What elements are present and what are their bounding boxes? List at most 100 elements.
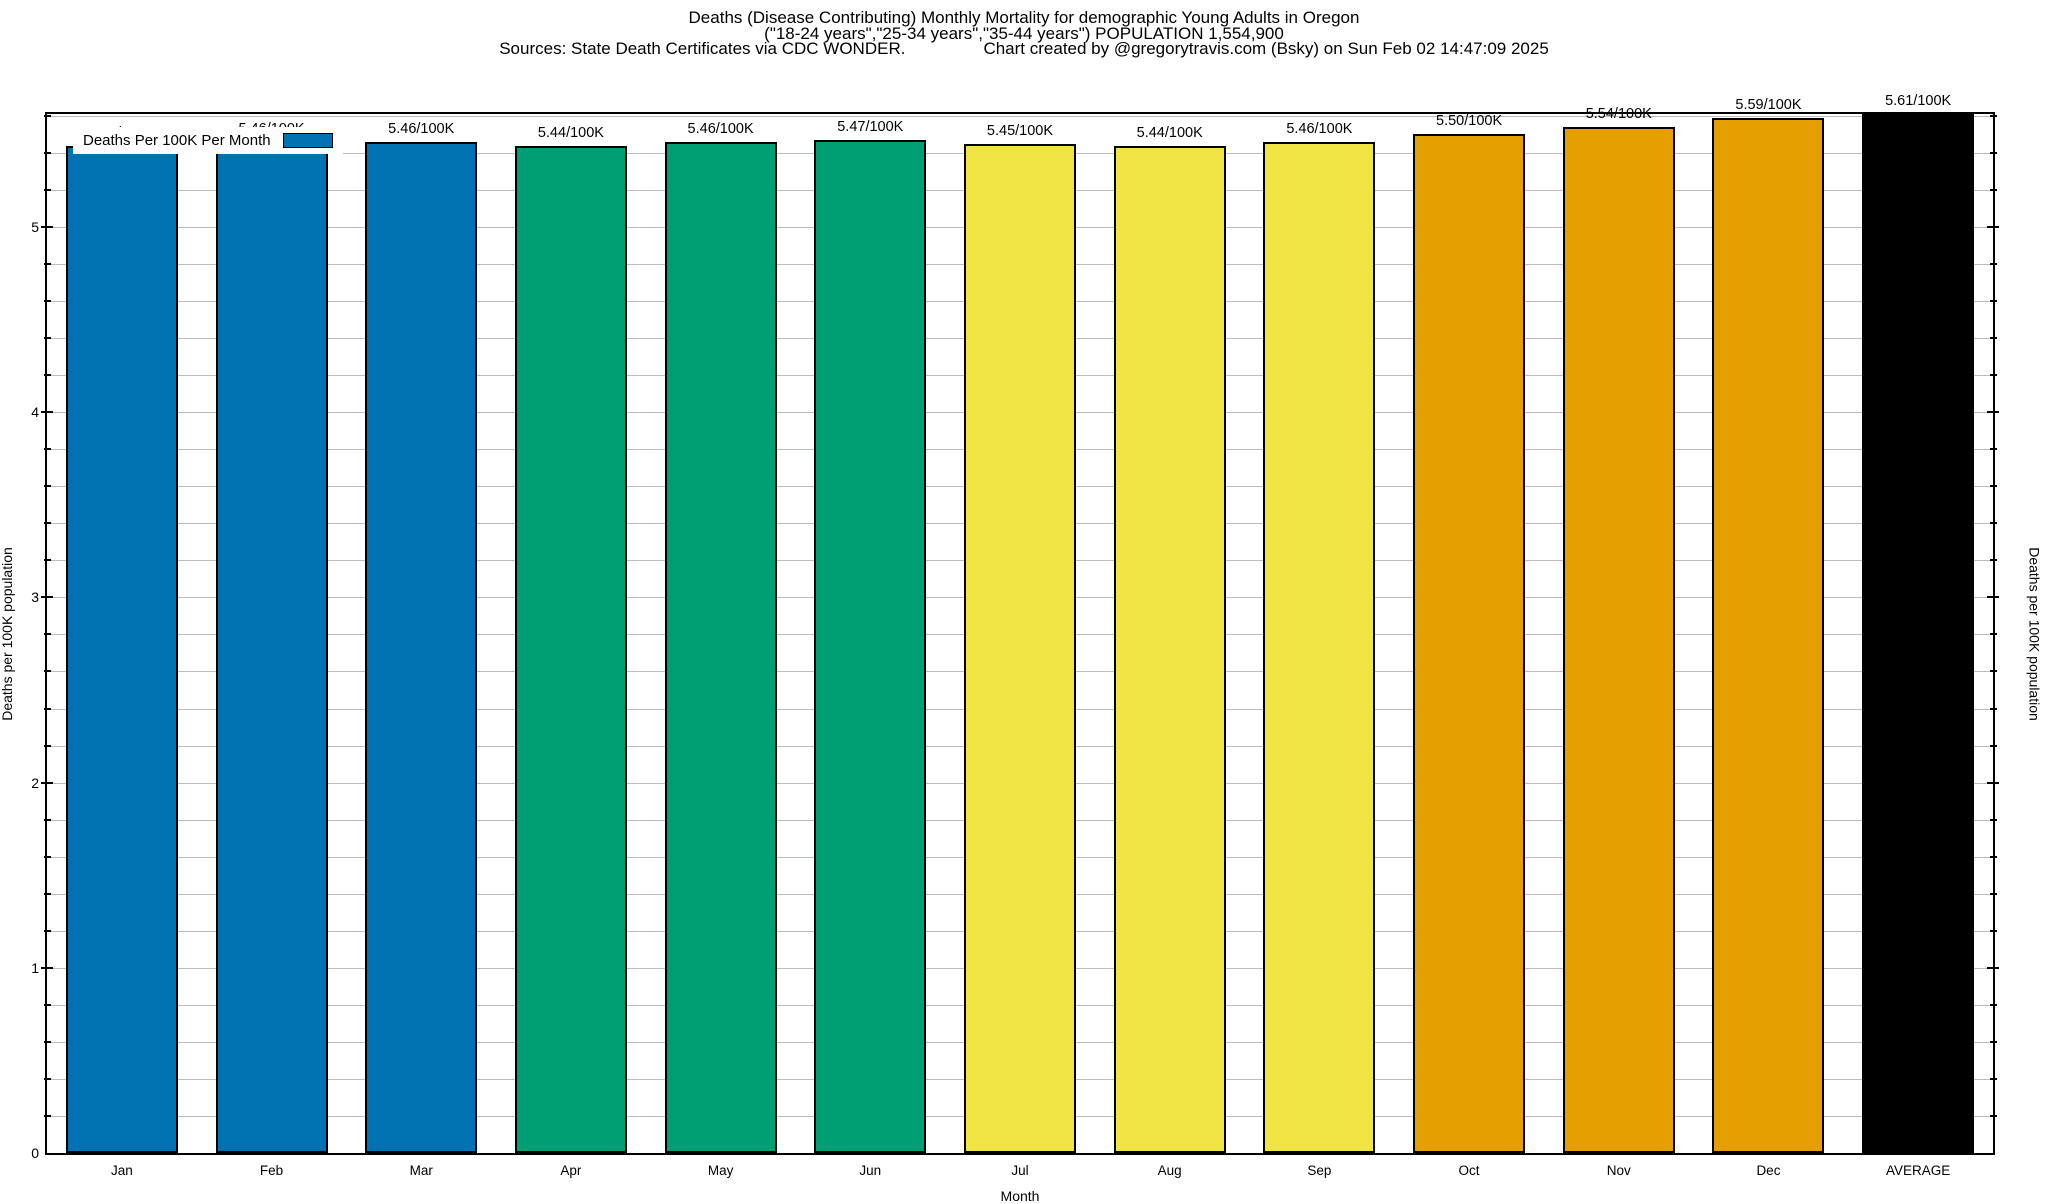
y-tick-left [43,929,51,932]
chart-titles: Deaths (Disease Contributing) Monthly Mo… [0,8,2048,58]
y-tick-value: 0 [31,1145,39,1161]
y-tick-left [41,596,53,599]
y-tick-right [1989,114,1997,117]
y-tick-left [43,114,51,117]
y-tick-right [1989,485,1997,488]
bar [1562,126,1675,1153]
y-tick-left [43,744,51,747]
plot-area: 0 1 2 3 4 5 5.44/100K Jan 5.46/100K Feb 5.46/100K M… [0,93,2043,1204]
chart-title-line3: Sources: State Death Certificates via CD… [0,39,2048,58]
y-tick-left [43,151,51,154]
bar [514,145,627,1153]
x-tick-label: Oct [1458,1163,1480,1178]
legend-label: Deaths Per 100K Per Month [83,132,271,149]
x-tick-label: Apr [560,1163,582,1178]
y-tick-left [41,411,53,414]
plot-canvas: 0 1 2 3 4 5 5.44/100K Jan 5.46/100K Feb 5.46/100K M… [31,93,1999,1178]
y-tick-value: 3 [31,589,39,606]
legend-swatch [282,133,333,148]
y-tick-left [43,707,51,710]
y-tick-left [41,225,53,228]
bar [964,143,1076,1153]
y-tick-right [1989,263,1997,266]
bar-value-label: 5.46/100K [1286,120,1353,137]
bar-value-label: 5.46/100K [687,120,754,137]
y-tick-right [1989,892,1997,895]
y-tick-right [1989,744,1997,747]
y-axis-label-left: Deaths per 100K population [0,546,15,721]
bar-value-label: 5.45/100K [986,122,1054,139]
bar-value-label: 5.44/100K [1136,124,1203,141]
x-tick-label: Feb [259,1163,284,1178]
y-tick-left [43,633,51,636]
bar [1712,117,1825,1153]
y-tick-right [1987,966,1999,969]
y-tick-value: 1 [31,959,39,976]
y-tick-right [1989,633,1997,636]
y-tick-left [43,1114,51,1117]
y-tick-left [41,966,53,969]
y-tick-left [43,892,51,895]
credit-text: Chart created by @gregorytravis.com (Bsk… [983,39,1549,58]
y-tick-right [1987,781,1999,784]
x-tick-label: Jan [110,1163,133,1178]
y-tick-left [43,855,51,858]
x-tick-label: Aug [1157,1163,1182,1178]
bar [215,141,328,1153]
y-tick-right [1989,707,1997,710]
y-tick-value: 2 [31,774,39,791]
y-tick-right [1989,188,1997,191]
x-tick-label: Nov [1606,1163,1631,1178]
gridline [47,115,1993,117]
chart-title-line2: ("18-24 years","25-34 years","35-44 year… [764,23,1284,43]
y-tick-left [43,1040,51,1043]
y-tick-value: 4 [31,404,39,421]
y-tick-right [1989,929,1997,932]
y-tick-left [43,522,51,525]
y-tick-right [1989,337,1997,340]
y-tick-right [1989,1003,1997,1006]
bar [1862,114,1975,1153]
bar [664,141,777,1153]
y-tick-right [1989,818,1997,821]
y-tick-left [43,670,51,673]
bar [1113,145,1226,1153]
y-tick-left [41,781,53,784]
x-tick-label: Mar [409,1163,433,1178]
y-tick-left [43,337,51,340]
y-tick-right [1989,670,1997,673]
bar-value-label: 5.46/100K [388,120,455,137]
y-tick-right [1989,448,1997,451]
y-tick-right [1989,1040,1997,1043]
y-tick-left [43,818,51,821]
y-tick-left [43,188,51,191]
y-tick-left [43,1003,51,1006]
bar [814,139,927,1153]
y-tick-right [1987,225,1999,228]
sources-text: Sources: State Death Certificates via CD… [499,39,906,58]
y-tick-right [1987,411,1999,414]
bar-value-label: 5.47/100K [837,118,904,135]
y-tick-right [1989,300,1997,303]
y-tick-left [43,559,51,562]
y-tick-right [1989,522,1997,525]
y-tick-right [1989,151,1997,154]
y-tick-left [43,374,51,377]
y-tick-left [43,448,51,451]
bar [1413,134,1526,1153]
chart-title-line1: Deaths (Disease Contributing) Monthly Mo… [688,8,1360,27]
y-tick-left [43,300,51,303]
bar [1263,141,1376,1153]
bar [65,145,178,1153]
bar-value-label: 5.61/100K [1885,93,1952,109]
y-tick-value: 5 [31,218,39,235]
bar-value-label: 5.59/100K [1735,96,1802,113]
y-tick-right [1987,596,1999,599]
bar-value-label: 5.54/100K [1585,105,1652,122]
y-tick-right [1989,855,1997,858]
bar [365,141,478,1153]
x-tick-label: May [707,1163,734,1178]
x-axis-label: Month [1000,1188,1040,1204]
y-tick-left [43,485,51,488]
y-tick-right [1989,559,1997,562]
